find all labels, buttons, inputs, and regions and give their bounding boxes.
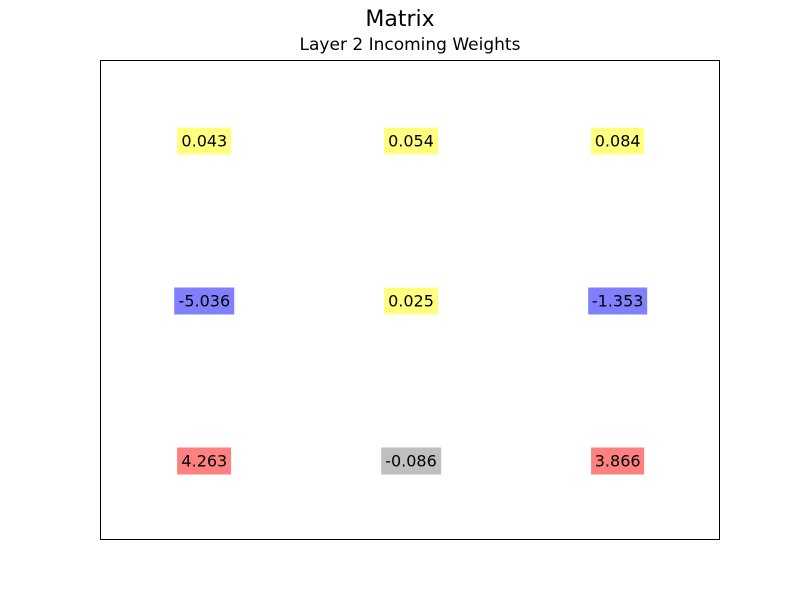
- matrix-cell: 0.043: [177, 127, 232, 155]
- chart-title: Layer 2 Incoming Weights: [299, 35, 521, 55]
- plot-area: 0.043 0.054 0.084 -5.036 0.025 -1.353 4.263 -0.…: [100, 60, 720, 540]
- matrix-cell: -0.086: [381, 447, 441, 475]
- matrix-cell: 0.025: [384, 287, 438, 315]
- figure-title: Matrix: [365, 7, 435, 32]
- matrix-cell: 3.866: [590, 447, 645, 475]
- matrix-cell: -1.353: [587, 287, 648, 315]
- matrix-cell: -5.036: [174, 287, 235, 315]
- matrix-cell: 0.054: [384, 127, 438, 155]
- matrix-cell: 0.084: [590, 127, 645, 155]
- matrix-cell: 4.263: [177, 447, 232, 475]
